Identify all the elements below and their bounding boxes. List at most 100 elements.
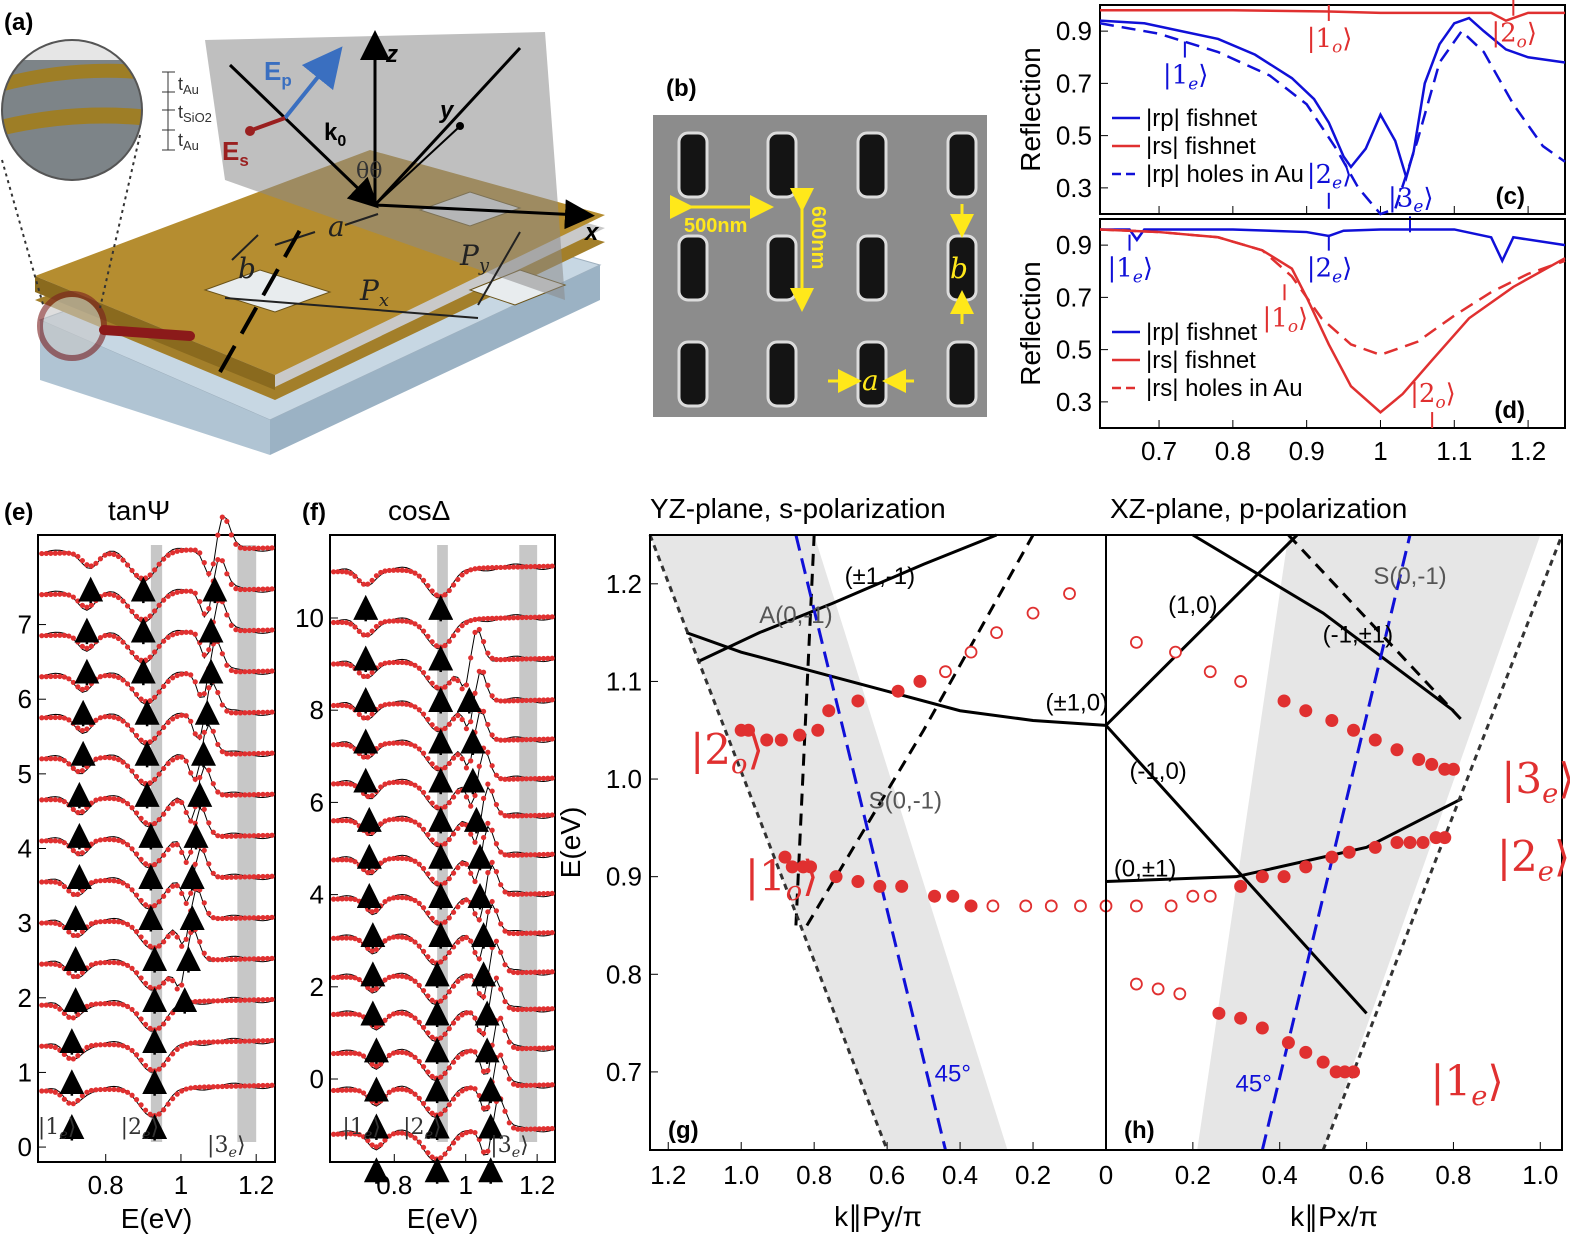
dim-py-line: [477, 231, 521, 306]
exp-point: [61, 799, 67, 805]
exp-point: [476, 565, 482, 571]
exp-point: [485, 749, 491, 755]
exp-point: [255, 668, 262, 674]
exp-point: [142, 780, 149, 787]
exp-point: [66, 633, 72, 639]
exp-point: [416, 1095, 422, 1101]
exp-point: [233, 669, 239, 675]
exp-point: [102, 673, 108, 679]
exp-point: [399, 1086, 405, 1092]
exp-point: [386, 856, 392, 862]
exp-point: [174, 548, 180, 554]
exp-point: [102, 795, 108, 802]
exp-point: [224, 1083, 230, 1090]
exp-point: [545, 1126, 551, 1132]
exp-point: [165, 593, 171, 599]
exp-point: [412, 1135, 418, 1141]
exp-point: [165, 805, 171, 812]
exp-point: [129, 965, 135, 971]
annotation-label-sub: o: [1517, 31, 1527, 51]
exp-point: [57, 921, 63, 928]
exp-point: [192, 679, 198, 685]
exp-point: [48, 1043, 54, 1050]
exp-point: [468, 973, 474, 979]
y-tick-label: 0: [310, 1064, 324, 1094]
exp-point: [120, 639, 126, 645]
exp-point: [70, 1056, 76, 1062]
exp-point: [536, 851, 542, 858]
magnifier-handle: [99, 325, 195, 341]
exp-point: [399, 816, 405, 822]
substrate-side-left: [40, 320, 270, 455]
exp-point: [129, 567, 135, 574]
exp-point: [260, 791, 266, 798]
exp-point: [382, 818, 388, 824]
exp-point: [129, 768, 135, 774]
exp-point: [408, 896, 414, 902]
state-label-close: ⟩: [1558, 754, 1570, 803]
exp-point: [246, 627, 253, 634]
exp-point: [57, 1006, 63, 1012]
y-tick-label: 0.7: [606, 1057, 642, 1087]
exp-point: [237, 1038, 243, 1044]
annotation-label-sub: e: [1413, 196, 1423, 216]
open-point: [939, 665, 952, 679]
exp-point: [124, 1003, 131, 1010]
exp-point: [39, 961, 45, 967]
exp-point: [420, 865, 427, 872]
exp-point: [395, 855, 401, 861]
exp-point: [93, 717, 99, 723]
exp-point: [161, 939, 167, 945]
exp-point: [57, 550, 63, 556]
exp-point: [75, 973, 81, 979]
annotation-label: |1o⟩: [1307, 24, 1353, 57]
exp-point: [133, 732, 140, 739]
exp-point: [88, 880, 95, 886]
exp-point: [133, 1011, 140, 1017]
exp-point: [233, 792, 239, 798]
exp-point: [219, 1039, 225, 1045]
exp-point: [255, 709, 262, 716]
exp-point: [468, 831, 474, 837]
exp-point: [179, 943, 185, 949]
exp-point: [142, 1021, 149, 1027]
exp-point: [425, 832, 431, 838]
exp-point: [515, 1082, 521, 1088]
exp-point: [260, 545, 266, 551]
exp-point: [450, 1020, 457, 1026]
x-tick-label: 0.2: [1015, 1160, 1051, 1190]
exp-point: [228, 1038, 234, 1045]
exp-point: [224, 662, 230, 668]
exp-point: [360, 673, 367, 679]
exp-point: [412, 897, 418, 904]
exp-point: [519, 776, 525, 782]
exp-point: [459, 756, 465, 762]
exp-point: [395, 934, 401, 940]
exp-point: [124, 644, 131, 650]
exp-point: [498, 737, 504, 743]
exp-point: [485, 650, 491, 656]
exp-point: [506, 776, 512, 782]
exp-point: [75, 850, 81, 857]
exp-point: [450, 909, 457, 915]
exp-point: [549, 969, 555, 975]
exp-point: [43, 1088, 49, 1094]
exp-point: [133, 851, 140, 857]
exp-point: [206, 767, 212, 773]
exp-point: [61, 1010, 67, 1016]
exp-point: [429, 588, 435, 594]
exp-point: [519, 564, 525, 570]
exp-point: [152, 861, 158, 868]
exp-point: [390, 1050, 397, 1056]
exp-point: [528, 776, 534, 782]
exp-point: [446, 587, 452, 594]
exp-point: [237, 874, 243, 880]
es-dot: [245, 126, 255, 136]
filled-point: [891, 684, 905, 698]
exp-point: [48, 550, 54, 556]
exp-point: [57, 880, 63, 887]
exp-point: [532, 812, 538, 819]
exp-point: [124, 1044, 131, 1051]
exp-point: [61, 840, 67, 846]
exp-point: [260, 709, 266, 715]
